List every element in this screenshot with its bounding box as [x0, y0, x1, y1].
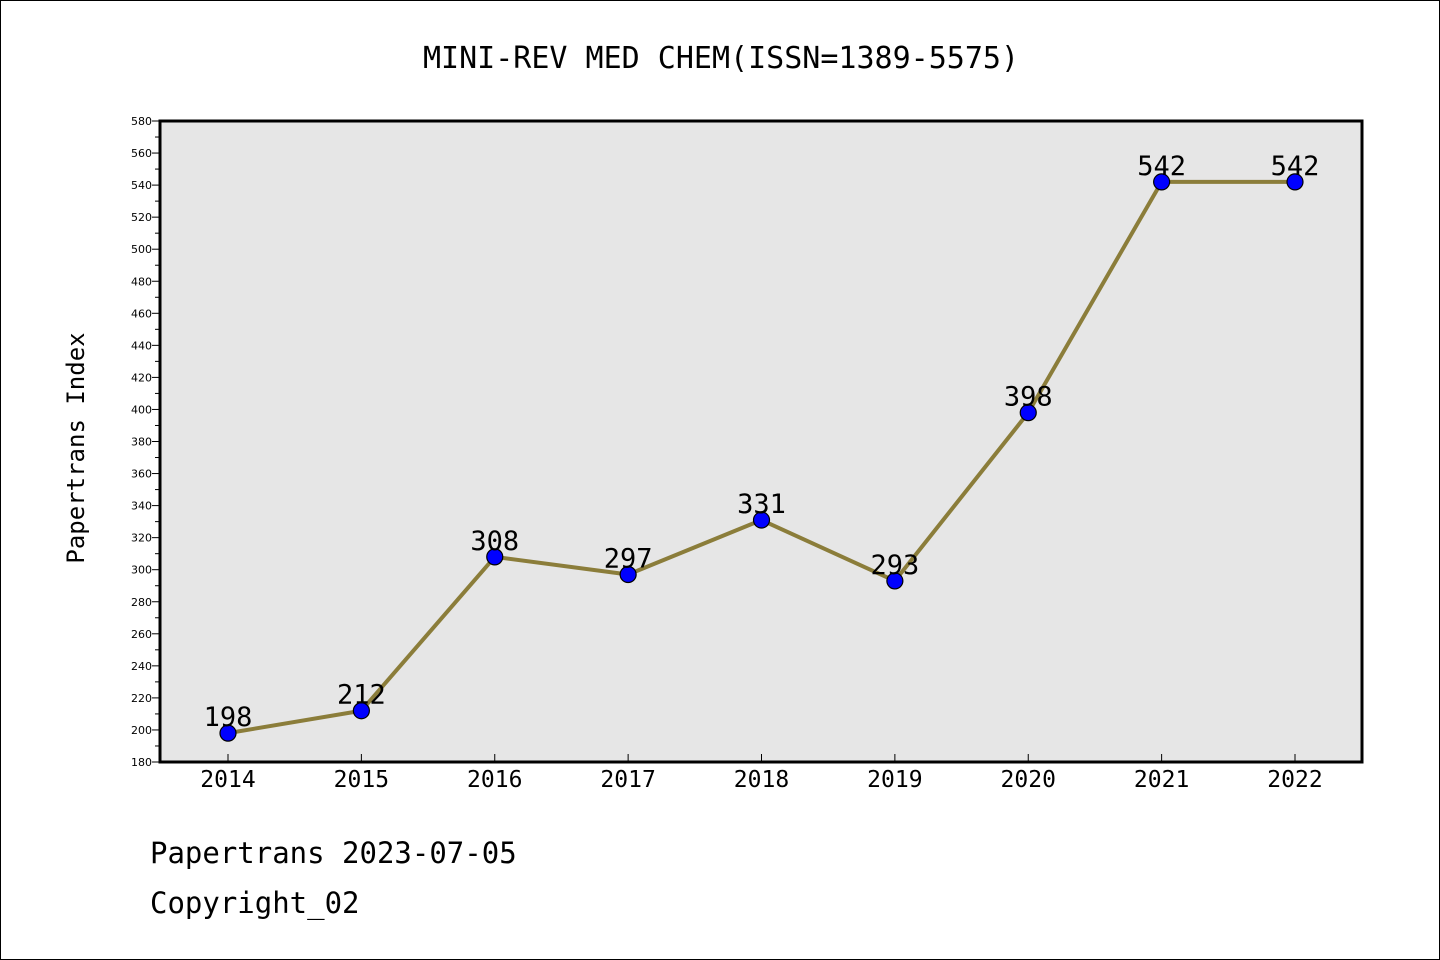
x-tick-label: 2022 — [1267, 767, 1322, 793]
data-point — [1286, 173, 1304, 191]
y-tick-label: 240 — [131, 660, 152, 673]
data-label: 308 — [470, 526, 519, 557]
y-tick-label: 320 — [131, 532, 152, 545]
x-tick-label: 2017 — [600, 767, 655, 793]
x-tick-label: 2015 — [334, 767, 389, 793]
y-tick-label: 460 — [131, 307, 152, 320]
y-tick-label: 400 — [131, 403, 152, 416]
y-axis-ticks: 180 200 220 240 260 280 300 320 340 360 380 400 420 4… — [131, 115, 160, 769]
data-point — [1019, 404, 1037, 422]
data-point — [619, 565, 637, 584]
x-tick-label: 2018 — [734, 767, 789, 793]
y-tick-label: 480 — [131, 275, 152, 288]
plot-area — [158, 119, 1364, 764]
y-tick-label: 360 — [131, 468, 152, 481]
data-label: 293 — [870, 550, 919, 581]
x-tick-label: 2020 — [1001, 767, 1056, 793]
x-axis-ticks: 2014 2015 2016 2017 2018 2019 2020 2021 2022 — [200, 754, 1323, 793]
y-tick-label: 300 — [131, 564, 152, 577]
y-tick-label: 340 — [131, 500, 152, 513]
y-axis-label: Papertrans Index — [62, 332, 90, 563]
y-tick-label: 220 — [131, 692, 152, 705]
data-label: 331 — [737, 489, 786, 520]
data-point — [1153, 173, 1171, 191]
footer-copyright-label: Copyright_02 — [150, 886, 360, 920]
y-tick-label: 500 — [131, 243, 152, 256]
data-point — [219, 724, 237, 742]
y-tick-label: 420 — [131, 371, 152, 384]
x-tick-label: 2021 — [1134, 767, 1189, 793]
y-tick-label: 560 — [131, 147, 152, 160]
data-labels: 198 212 308 297 331 293 398 542 542 — [204, 151, 1320, 733]
y-tick-label: 540 — [131, 179, 152, 192]
y-tick-label: 520 — [131, 211, 152, 224]
x-tick-label: 2019 — [867, 767, 922, 793]
y-tick-label: 200 — [131, 724, 152, 737]
data-label: 398 — [1004, 382, 1053, 413]
chart-title: MINI-REV MED CHEM(ISSN=1389-5575) — [423, 41, 1019, 76]
y-tick-label: 580 — [131, 115, 152, 128]
y-tick-label: 440 — [131, 339, 152, 352]
y-tick-label: 380 — [131, 436, 152, 449]
data-label: 297 — [604, 544, 653, 575]
series-layer — [219, 173, 1304, 742]
data-label: 542 — [1137, 151, 1186, 182]
data-point — [886, 572, 904, 590]
y-tick-label: 280 — [131, 596, 152, 609]
data-point — [752, 511, 771, 529]
x-tick-label: 2016 — [467, 767, 522, 793]
y-tick-label: 180 — [131, 756, 152, 769]
data-label: 198 — [204, 702, 253, 733]
data-label: 212 — [337, 680, 386, 711]
x-tick-label: 2014 — [200, 767, 255, 793]
data-label: 542 — [1271, 151, 1320, 182]
footer-date-label: Papertrans 2023-07-05 — [150, 836, 517, 870]
y-tick-label: 260 — [131, 628, 152, 641]
data-point — [352, 702, 370, 720]
data-point — [486, 548, 504, 566]
